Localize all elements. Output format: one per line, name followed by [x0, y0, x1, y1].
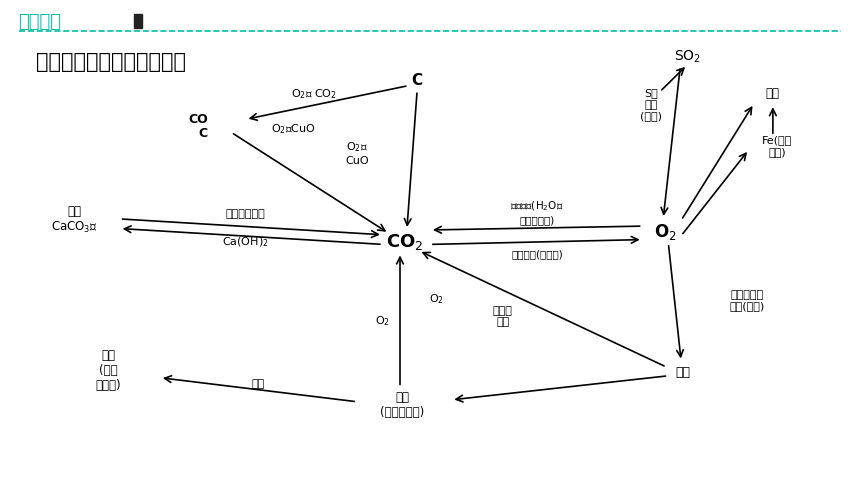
- Text: C: C: [199, 127, 207, 140]
- Text: Ca(OH)$_2$: Ca(OH)$_2$: [223, 235, 269, 249]
- Text: 知识体系: 知识体系: [19, 14, 62, 31]
- Text: O$_2$或 CO$_2$: O$_2$或 CO$_2$: [292, 87, 337, 101]
- Text: O$_2$: O$_2$: [654, 222, 677, 242]
- Text: O$_2$或CuO: O$_2$或CuO: [271, 122, 315, 136]
- Text: 铁锈: 铁锈: [766, 87, 780, 100]
- Text: CO: CO: [188, 113, 208, 126]
- Text: CO$_2$: CO$_2$: [385, 232, 423, 252]
- Text: 矿石
CaCO$_3$等: 矿石 CaCO$_3$等: [51, 205, 97, 236]
- Text: 光合作用(H$_2$O、
光、叶绿体): 光合作用(H$_2$O、 光、叶绿体): [511, 199, 564, 225]
- Text: 加工: 加工: [252, 379, 265, 389]
- Text: O$_2$或
CuO: O$_2$或 CuO: [346, 140, 369, 166]
- Text: 尸体: 尸体: [675, 366, 691, 379]
- Bar: [134, 15, 142, 28]
- Text: O$_2$: O$_2$: [429, 292, 445, 306]
- Text: S等
物质
(点燃): S等 物质 (点燃): [640, 88, 662, 121]
- Text: C: C: [412, 73, 423, 88]
- Text: 生物体吸收
转化(死亡): 生物体吸收 转化(死亡): [729, 290, 765, 312]
- Text: 呼吸作用(活细胞): 呼吸作用(活细胞): [512, 249, 563, 259]
- Text: 微生物
分解: 微生物 分解: [493, 306, 513, 327]
- Text: Fe(缓慢
氧化): Fe(缓慢 氧化): [762, 135, 792, 156]
- Text: 高温或稀盐酸: 高温或稀盐酸: [226, 209, 266, 219]
- Text: 石油
(天然气或煤): 石油 (天然气或煤): [380, 391, 425, 419]
- Text: O$_2$: O$_2$: [375, 315, 390, 328]
- Text: 自然界中的碳循环和氧循环: 自然界中的碳循环和氧循环: [35, 52, 186, 72]
- Text: SO$_2$: SO$_2$: [673, 48, 701, 65]
- Text: 汽油
(酒精
或煤气): 汽油 (酒精 或煤气): [95, 349, 121, 393]
